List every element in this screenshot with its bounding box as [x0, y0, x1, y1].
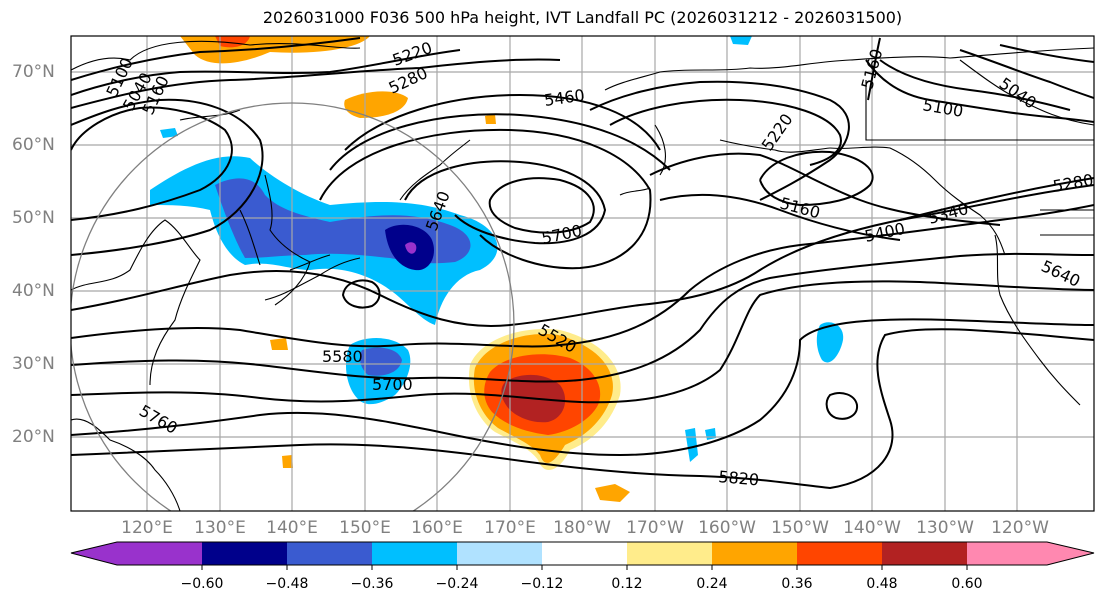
region-circle — [71, 102, 515, 511]
lon-label: 130°W — [916, 518, 974, 538]
contour-label: 5820 — [718, 467, 760, 489]
lat-label-40n: 40°N — [12, 281, 55, 301]
lat-label-30n: 30°N — [12, 354, 55, 374]
contour-label: 5700 — [372, 375, 413, 394]
lon-label: 150°E — [339, 518, 391, 538]
contour-label: 5580 — [322, 347, 363, 366]
colorbar-tick-label: 0.48 — [866, 576, 898, 592]
lon-label: 130°E — [194, 518, 246, 538]
colorbar-tick-label: −0.36 — [350, 576, 394, 592]
lon-label: 160°W — [698, 518, 756, 538]
lon-label: 170°E — [484, 518, 536, 538]
colorbar-tick-label: −0.48 — [265, 576, 309, 592]
lon-label: 120°E — [121, 518, 173, 538]
colorbar-tick-label: −0.12 — [520, 576, 564, 592]
height-contours — [71, 37, 1094, 490]
lon-label: 140°E — [266, 518, 318, 538]
map-title: 2026031000 F036 500 hPa height, IVT Land… — [262, 8, 903, 27]
colorbar-tick-label: −0.24 — [435, 576, 479, 592]
lat-label-50n: 50°N — [12, 208, 55, 228]
lon-label: 150°W — [771, 518, 829, 538]
colorbar-tick-label: 0.24 — [696, 576, 728, 592]
lon-label: 160°E — [411, 518, 463, 538]
map-frame — [70, 35, 1095, 512]
colorbar — [70, 541, 1095, 570]
ivt-negative-anomaly-north-pacific — [150, 36, 844, 462]
lon-label: 180°W — [553, 518, 611, 538]
colorbar-min-extension — [71, 542, 117, 565]
lon-label: 120°W — [991, 518, 1049, 538]
lon-label: 170°W — [626, 518, 684, 538]
lat-label-20n: 20°N — [12, 427, 55, 447]
colorbar-tick-label: 0.36 — [781, 576, 813, 592]
colorbar-tick-label: 0.60 — [951, 576, 983, 592]
lat-label-60n: 60°N — [12, 135, 55, 155]
lat-label-70n: 70°N — [12, 62, 55, 82]
lon-label: 140°W — [843, 518, 901, 538]
colorbar-max-extension — [1047, 542, 1094, 565]
colorbar-tick-label: −0.60 — [180, 576, 224, 592]
colorbar-tick-label: 0.12 — [611, 576, 643, 592]
